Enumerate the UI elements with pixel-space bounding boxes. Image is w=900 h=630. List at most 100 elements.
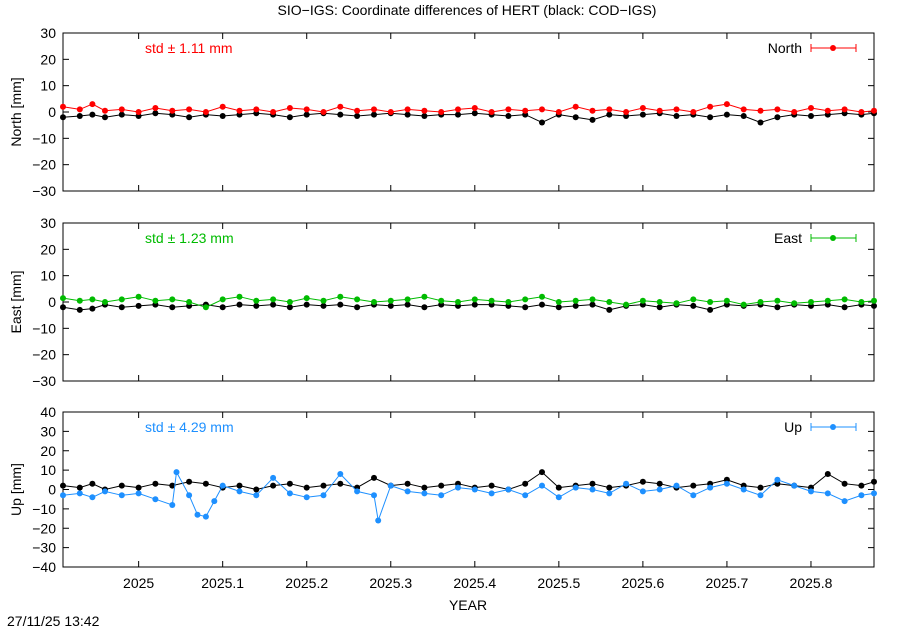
- data-point: [639, 105, 646, 111]
- data-point: [808, 299, 814, 305]
- data-point: [60, 492, 66, 499]
- data-point: [89, 494, 96, 501]
- data-point: [236, 488, 243, 495]
- data-point: [606, 106, 613, 113]
- data-point: [270, 474, 277, 481]
- data-point: [102, 114, 108, 121]
- data-point: [471, 105, 478, 111]
- data-point: [236, 293, 243, 300]
- data-point: [690, 302, 697, 309]
- data-point: [286, 299, 293, 305]
- data-point: [858, 482, 865, 489]
- data-point: [404, 111, 411, 118]
- data-point: [774, 476, 781, 483]
- data-point: [774, 106, 781, 113]
- x-tick-label: 2025.6: [621, 575, 664, 591]
- data-point: [76, 306, 83, 313]
- data-point: [639, 488, 646, 495]
- data-point: [371, 492, 377, 499]
- data-point: [740, 106, 747, 113]
- data-point: [202, 109, 209, 115]
- x-axis-label: YEAR: [449, 597, 487, 613]
- data-point: [354, 113, 361, 119]
- data-point: [871, 107, 877, 114]
- data-point: [505, 113, 512, 119]
- y-tick-label: −20: [32, 520, 56, 536]
- data-point: [135, 484, 142, 491]
- data-point: [871, 302, 877, 309]
- data-point: [690, 296, 697, 303]
- data-point: [186, 478, 193, 485]
- data-point: [505, 299, 512, 305]
- data-point: [858, 109, 865, 115]
- data-point: [211, 498, 218, 505]
- x-tick-label: 2025.4: [453, 575, 496, 591]
- data-point: [102, 107, 108, 114]
- data-point: [455, 106, 461, 113]
- data-point: [673, 482, 680, 489]
- data-point: [723, 101, 730, 108]
- data-point: [253, 492, 260, 499]
- data-point: [219, 482, 226, 489]
- y-tick-label: −10: [32, 130, 56, 146]
- data-point: [169, 296, 176, 303]
- data-point: [438, 109, 445, 115]
- y-tick-label: 20: [40, 443, 56, 459]
- data-point: [76, 484, 83, 491]
- data-point: [858, 492, 865, 499]
- data-point: [606, 111, 613, 118]
- data-point: [471, 486, 478, 493]
- plot-frame: [62, 411, 875, 568]
- data-point: [60, 114, 66, 121]
- data-point: [623, 301, 630, 308]
- series-cod: [60, 469, 877, 493]
- data-point: [824, 471, 831, 477]
- data-point: [455, 484, 461, 491]
- data-point: [303, 106, 310, 113]
- y-tick-label: −20: [32, 157, 56, 173]
- data-point: [270, 301, 277, 308]
- data-point: [202, 513, 209, 520]
- data-point: [555, 484, 562, 491]
- data-point: [438, 492, 445, 499]
- legend-label: North: [768, 40, 802, 56]
- chart-title: SIO−IGS: Coordinate differences of HERT …: [278, 2, 657, 18]
- data-point: [337, 293, 344, 300]
- data-point: [371, 474, 377, 481]
- data-point: [791, 300, 798, 307]
- data-point: [421, 113, 428, 119]
- data-point: [253, 106, 260, 113]
- data-point: [539, 469, 545, 476]
- data-point: [791, 482, 798, 489]
- data-point: [539, 106, 545, 113]
- data-point: [539, 119, 545, 126]
- data-point: [707, 306, 714, 313]
- data-point: [555, 109, 562, 115]
- data-point: [337, 471, 344, 477]
- data-point: [707, 484, 714, 491]
- data-point: [824, 490, 831, 497]
- series-sio: [60, 469, 877, 524]
- data-point: [505, 106, 512, 113]
- y-tick-label: −40: [32, 559, 56, 575]
- data-point: [253, 486, 260, 493]
- data-point: [387, 297, 394, 304]
- data-point: [723, 297, 730, 304]
- data-point: [774, 114, 781, 121]
- data-point: [202, 304, 209, 311]
- data-point: [102, 299, 108, 305]
- x-tick-label: 2025.2: [285, 575, 328, 591]
- data-point: [371, 106, 377, 113]
- data-point: [589, 107, 596, 114]
- data-point: [320, 302, 327, 309]
- data-point: [673, 113, 680, 119]
- data-point: [723, 111, 730, 118]
- data-point: [656, 299, 663, 305]
- data-point: [375, 517, 382, 524]
- data-point: [740, 113, 747, 119]
- data-point: [236, 107, 243, 114]
- data-point: [194, 511, 201, 518]
- data-point: [219, 113, 226, 119]
- data-point: [707, 103, 714, 110]
- data-point: [522, 492, 529, 499]
